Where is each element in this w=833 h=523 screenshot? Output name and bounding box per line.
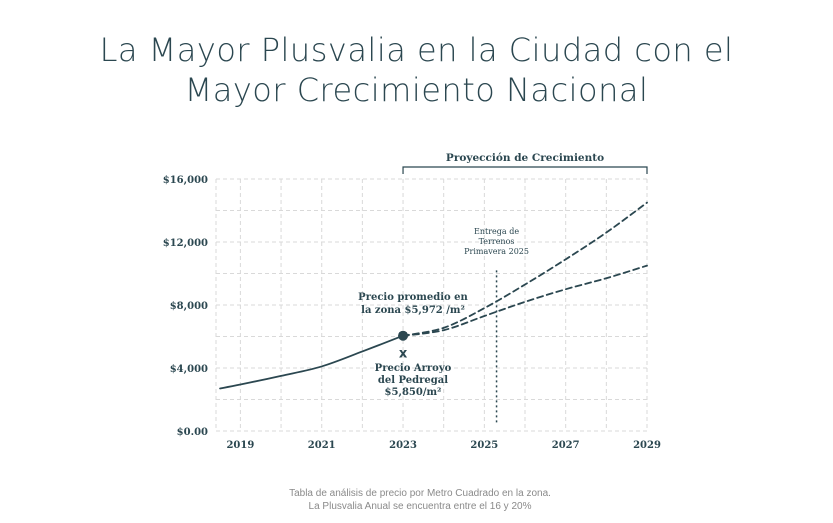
y-tick-label: $4,000 — [170, 364, 208, 375]
y-tick-label: $8,000 — [170, 301, 208, 312]
point-markers: x — [398, 330, 409, 361]
x-tick-label: 2023 — [389, 440, 417, 451]
projection-bracket-line — [402, 166, 648, 174]
arroyo-price-marker: x — [399, 346, 408, 361]
x-tick-label: 2019 — [226, 440, 254, 451]
x-axis-ticks: 2019 2021 2023 2025 2027 2029 — [226, 440, 660, 451]
average-price-annotation-line: la zona $5,972 /m² — [361, 305, 465, 316]
series-line-2 — [402, 201, 648, 337]
chart-caption: Tabla de análisis de precio por Metro Cu… — [0, 487, 833, 513]
caption-line-1: Tabla de análisis de precio por Metro Cu… — [289, 488, 551, 499]
chart-title-line-1: La Mayor Plusvalia en la Ciudad con el — [99, 31, 734, 69]
series-line-3 — [402, 264, 648, 337]
horizontal-gridlines — [216, 178, 647, 432]
average-price-point — [398, 330, 409, 341]
delivery-annotation-line: Entrega de — [474, 227, 519, 236]
delivery-annotation-line: Primavera 2025 — [464, 247, 529, 256]
average-price-annotation-line: Precio promedio en — [358, 292, 468, 303]
y-tick-label: $0.00 — [177, 427, 208, 438]
x-tick-label: 2027 — [552, 440, 580, 451]
arroyo-price-annotation-line: $5,850/m² — [385, 387, 442, 398]
projection-bracket-label: Proyección de Crecimiento — [446, 152, 604, 164]
y-tick-label: $16,000 — [163, 175, 208, 186]
x-tick-label: 2021 — [308, 440, 336, 451]
arroyo-price-annotation-line: del Pedregal — [378, 375, 448, 386]
projection-bracket: Proyección de Crecimiento — [402, 152, 648, 174]
y-tick-label: $12,000 — [163, 238, 208, 249]
x-tick-label: 2029 — [633, 440, 661, 451]
series-group — [219, 201, 648, 390]
series-line-1 — [219, 334, 404, 390]
arroyo-price-annotation-line: Precio Arroyo — [375, 363, 452, 374]
delivery-annotation-line: Terrenos — [479, 237, 515, 246]
chart-title: La Mayor Plusvalia en la Ciudad con el M… — [0, 30, 833, 110]
x-tick-label: 2025 — [470, 440, 498, 451]
caption-line-2: La Plusvalia Anual se encuentra entre el… — [308, 501, 532, 512]
y-axis-ticks: $0.00 $4,000 $8,000 $12,000 $16,000 — [163, 175, 208, 438]
chart-title-line-2: Mayor Crecimiento Nacional — [184, 71, 649, 109]
